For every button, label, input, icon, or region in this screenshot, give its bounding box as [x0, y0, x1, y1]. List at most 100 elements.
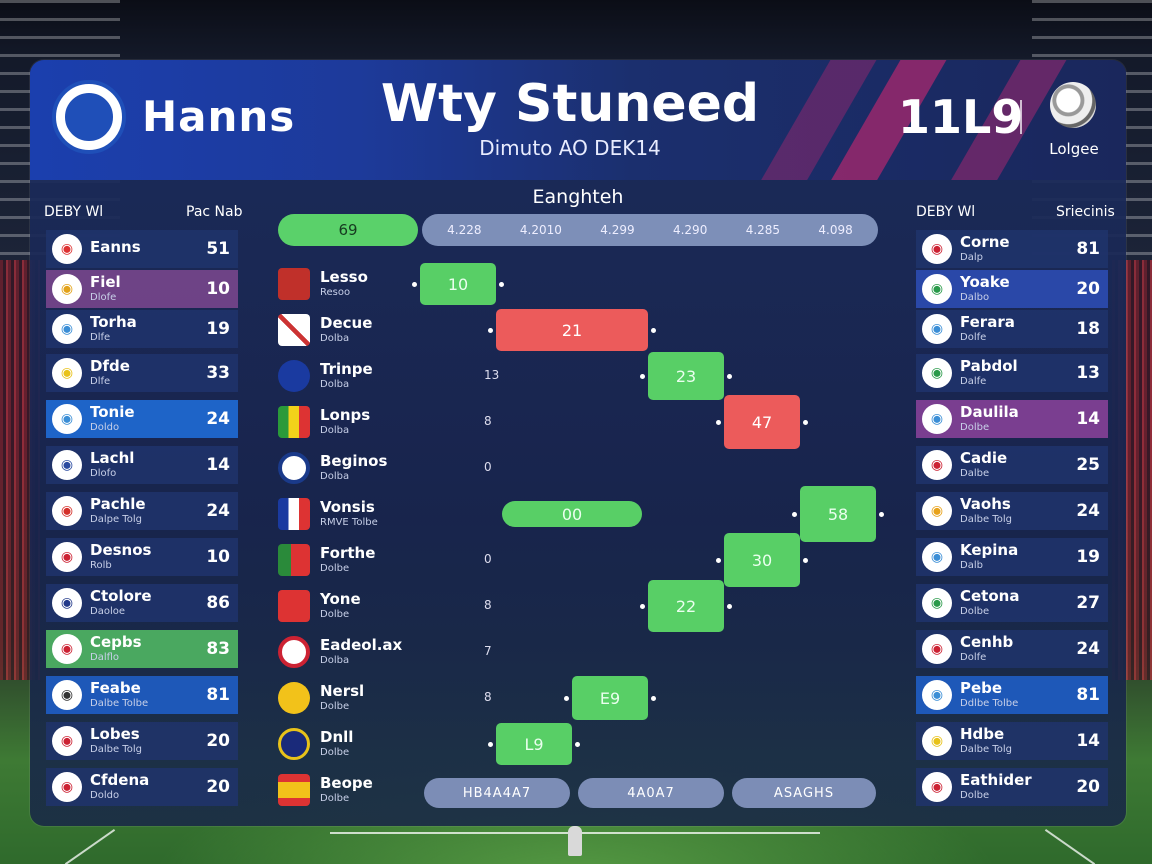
standings-row[interactable]: ◉ Tonie Doldo 24 [46, 400, 238, 438]
team-value: 10 [206, 547, 230, 567]
standings-row[interactable]: ◉ Eathider Dolbe 20 [916, 768, 1108, 806]
match-team[interactable]: Yone Dolbe [278, 586, 361, 626]
team-subtitle: Dolbe [960, 790, 990, 801]
home-team-name: Hanns [142, 92, 296, 141]
match-score: 22 [675, 596, 697, 616]
standings-row[interactable]: ◉ Pabdol Dalfe 13 [916, 354, 1108, 392]
standings-row[interactable]: ◉ Vaohs Dalbe Tolg 24 [916, 492, 1108, 530]
match-team[interactable]: Decue Dolba [278, 310, 372, 350]
standings-row[interactable]: ◉ Desnos Rolb 10 [46, 538, 238, 576]
match-index: 7 [484, 644, 492, 658]
team-value: 20 [1076, 279, 1100, 299]
team-badge-icon: ◉ [922, 588, 952, 618]
team-value: 14 [1076, 731, 1100, 751]
standings-row[interactable]: ◉ Corne Dalp 81 [916, 230, 1108, 268]
match-progress-pill[interactable]: 00 [502, 501, 642, 527]
match-team[interactable]: Vonsis RMVE Tolbe [278, 494, 378, 534]
standings-row[interactable]: ◉ Ctolore Daoloe 86 [46, 584, 238, 622]
pitch-line [64, 828, 116, 864]
match-score: 58 [827, 504, 849, 524]
team-value: 33 [206, 363, 230, 383]
match-index: 0 [484, 460, 492, 474]
match-team[interactable]: Lonps Dolba [278, 402, 370, 442]
team-badge-icon: ◉ [922, 726, 952, 756]
match-score-box[interactable]: 22 [640, 580, 732, 632]
standings-row[interactable]: ◉ Ferara Dolfe 18 [916, 310, 1108, 348]
team-name: Tonie [90, 403, 135, 421]
team-name: Yoake [960, 273, 1010, 291]
team-name: Lachl [90, 449, 135, 467]
match-team[interactable]: Beginos Dolba [278, 448, 387, 488]
match-score-box[interactable]: 30 [716, 533, 808, 587]
standings-row[interactable]: ◉ Pachle Dalpe Tolg 24 [46, 492, 238, 530]
standings-row[interactable]: ◉ Feabe Dalbe Tolbe 81 [46, 676, 238, 714]
bottom-pill-3[interactable]: ASAGHS [732, 778, 876, 808]
team-subtitle: Dalb [960, 560, 983, 571]
match-team-name: Lesso [320, 268, 368, 286]
standings-row[interactable]: ◉ Lobes Dalbe Tolg 20 [46, 722, 238, 760]
team-badge-icon: ◉ [52, 588, 82, 618]
team-subtitle: Dolfe [960, 332, 987, 343]
standings-row[interactable]: ◉ Pebe Ddlbe Tolbe 81 [916, 676, 1108, 714]
match-team-name: Yone [320, 590, 361, 608]
standings-row[interactable]: ◉ Cenhb Dolfe 24 [916, 630, 1108, 668]
match-team[interactable]: Dnll Dolbe [278, 724, 353, 764]
team-value: 19 [1076, 547, 1100, 567]
match-team[interactable]: Forthe Dolbe [278, 540, 375, 580]
match-score-box[interactable]: 10 [412, 263, 504, 305]
team-flag-icon [278, 314, 310, 346]
match-team[interactable]: Trinpe Dolba [278, 356, 373, 396]
left-table-header-right: Pac Nab [186, 204, 243, 220]
match-team-subtitle: Dolba [320, 655, 350, 666]
match-team[interactable]: Lesso Resoo [278, 264, 368, 304]
bottom-pill-1[interactable]: HB4A4A7 [424, 778, 570, 808]
team-badge-icon: ◉ [922, 634, 952, 664]
match-team-name: Nersl [320, 682, 365, 700]
match-score-box[interactable]: E9 [564, 676, 656, 720]
match-score-box[interactable]: 47 [716, 395, 808, 449]
team-value: 24 [206, 409, 230, 429]
match-score-box[interactable]: 21 [488, 309, 656, 351]
standings-row[interactable]: ◉ Cepbs Dalflo 83 [46, 630, 238, 668]
standings-row[interactable]: ◉ Dfde Dlfe 33 [46, 354, 238, 392]
match-team[interactable]: Beope Dolbe [278, 770, 373, 810]
standings-row[interactable]: ◉ Yoake Dalbo 20 [916, 270, 1108, 308]
tick-label: 4.290 [672, 223, 708, 237]
standings-row[interactable]: ◉ Cfdena Doldo 20 [46, 768, 238, 806]
team-badge-icon: ◉ [922, 404, 952, 434]
team-name: Cenhb [960, 633, 1014, 651]
right-table-header-left: DEBY Wl [916, 204, 976, 220]
team-subtitle: Dlfe [90, 376, 111, 387]
match-team[interactable]: Nersl Dolbe [278, 678, 364, 718]
standings-row[interactable]: ◉ Hdbe Dalbe Tolg 14 [916, 722, 1108, 760]
match-score-box[interactable]: 58 [792, 486, 884, 542]
standings-row[interactable]: ◉ Kepina Dalb 19 [916, 538, 1108, 576]
match-team-subtitle: Dolba [320, 379, 350, 390]
match-team-subtitle: Dolba [320, 425, 350, 436]
standings-row[interactable]: ◉ Cadie Dalbe 25 [916, 446, 1108, 484]
standings-row[interactable]: ◉ Fiel Dlofe 10 [46, 270, 238, 308]
right-table-header-right: Sriecinis [1056, 204, 1115, 220]
match-score: 21 [561, 320, 583, 340]
top-score-pill[interactable]: 69 [278, 214, 418, 246]
match-team[interactable]: Eadeol.ax Dolba [278, 632, 402, 672]
tick-label: 4.285 [745, 223, 781, 237]
team-name: Cadie [960, 449, 1008, 467]
match-score-box[interactable]: 23 [640, 352, 732, 400]
standings-row[interactable]: ◉ Torha Dlfe 19 [46, 310, 238, 348]
team-subtitle: Dalbe Tolg [90, 744, 142, 755]
match-score: E9 [599, 688, 621, 708]
standings-row[interactable]: ◉ Daulila Dolbe 14 [916, 400, 1108, 438]
scoreboard-panel: Hanns Wty Stuneed Dimuto AO DEK14 11L9 L… [30, 60, 1126, 826]
team-value: 20 [206, 731, 230, 751]
tick-label: 4.299 [600, 223, 635, 237]
bottom-pill-2[interactable]: 4A0A7 [578, 778, 724, 808]
team-badge-icon: ◉ [922, 496, 952, 526]
team-subtitle: Dlfe [90, 332, 111, 343]
standings-row[interactable]: ◉ Lachl Dlofo 14 [46, 446, 238, 484]
standings-row[interactable]: ◉ Eanns 51 [46, 230, 238, 268]
standings-row[interactable]: ◉ Cetona Dolbe 27 [916, 584, 1108, 622]
match-score-box[interactable]: L9 [488, 723, 580, 765]
team-subtitle: Rolb [90, 560, 112, 571]
team-badge-icon: ◉ [922, 274, 952, 304]
